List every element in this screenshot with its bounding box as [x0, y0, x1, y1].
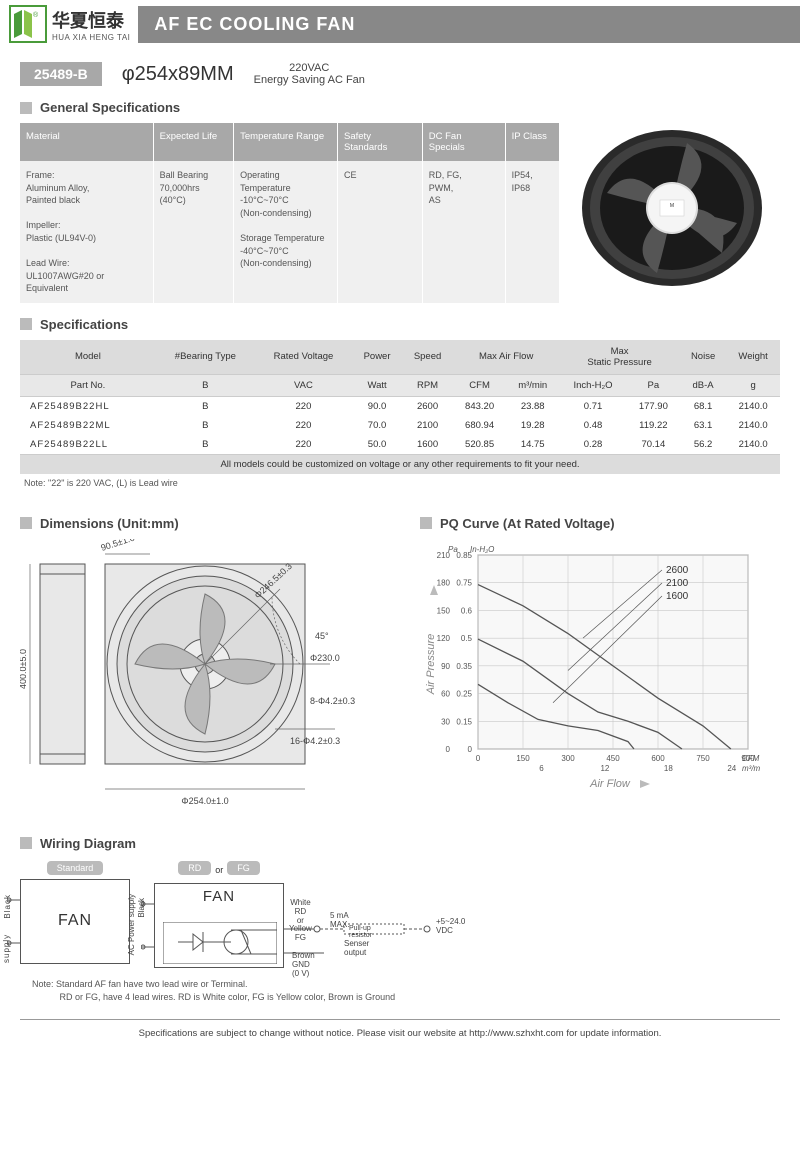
fan-box-rdfg: AC Power supply FAN	[154, 883, 284, 968]
square-icon	[20, 837, 32, 849]
gen-cell: RD, FG, PWM, AS	[422, 161, 505, 303]
svg-text:30: 30	[441, 717, 450, 726]
model-description: 220VAC Energy Saving AC Fan	[254, 62, 365, 86]
wiring-diagram: Standard AC Power supply FAN Black RD or…	[20, 861, 780, 968]
svg-text:6: 6	[539, 764, 544, 773]
svg-text:CFM: CFM	[742, 754, 760, 763]
svg-text:0: 0	[446, 745, 451, 754]
svg-text:150: 150	[516, 754, 530, 763]
svg-text:18: 18	[664, 764, 673, 773]
gen-header: Material	[20, 123, 153, 161]
svg-text:0.25: 0.25	[456, 690, 472, 699]
svg-text:In-H₂O: In-H₂O	[470, 545, 494, 554]
gen-cell: Frame: Aluminum Alloy, Painted black Imp…	[20, 161, 153, 303]
svg-text:60: 60	[441, 690, 450, 699]
gen-header: Safety Standards	[338, 123, 423, 161]
svg-text:24: 24	[727, 764, 736, 773]
svg-text:0: 0	[476, 754, 481, 763]
square-icon	[20, 318, 32, 330]
gen-header: Expected Life	[153, 123, 234, 161]
model-row: 25489-B φ254x89MM 220VAC Energy Saving A…	[20, 62, 780, 86]
svg-text:2100: 2100	[666, 578, 689, 589]
circuit-icon	[163, 922, 277, 964]
logo: ® 华夏恒泰 HUA XIA HENG TAI	[0, 0, 138, 48]
svg-text:16-Φ4.2±0.3: 16-Φ4.2±0.3	[290, 736, 340, 746]
general-spec-table: MaterialExpected LifeTemperature RangeSa…	[20, 123, 560, 303]
gen-header: IP Class	[505, 123, 559, 161]
gen-cell: Operating Temperature -10°C~70°C (Non-co…	[234, 161, 338, 303]
spec-footnote: Note: "22" is 220 VAC, (L) is Lead wire	[24, 478, 780, 488]
wiring-badge-fg: FG	[227, 861, 260, 875]
logo-icon: ®	[8, 4, 48, 44]
svg-text:12: 12	[600, 764, 609, 773]
svg-text:90.5±1.0: 90.5±1.0	[100, 539, 136, 553]
svg-text:450: 450	[606, 754, 620, 763]
square-icon	[420, 517, 432, 529]
svg-text:750: 750	[696, 754, 710, 763]
gen-cell: IP54, IP68	[505, 161, 559, 303]
gen-header: DC Fan Specials	[422, 123, 505, 161]
svg-text:0.15: 0.15	[456, 717, 472, 726]
dimensions-drawing: 90.5±1.0 400.0±5.0 Φ254.0±1.0 Φ246.5±0.3…	[20, 539, 370, 819]
section-pq: PQ Curve (At Rated Voltage)	[420, 516, 780, 531]
svg-text:M: M	[670, 203, 674, 209]
svg-text:600: 600	[651, 754, 665, 763]
square-icon	[20, 102, 32, 114]
svg-text:0.5: 0.5	[461, 634, 473, 643]
header: ® 华夏恒泰 HUA XIA HENG TAI AF EC COOLING FA…	[0, 0, 800, 48]
svg-text:150: 150	[437, 606, 451, 615]
fan-product-image: M	[572, 123, 772, 293]
svg-text:2600: 2600	[666, 565, 689, 576]
gen-cell: CE	[338, 161, 423, 303]
svg-text:Pa: Pa	[448, 545, 458, 554]
svg-text:Φ254.0±1.0: Φ254.0±1.0	[181, 796, 228, 806]
model-badge: 25489-B	[20, 62, 102, 86]
svg-text:0.6: 0.6	[461, 606, 473, 615]
svg-text:m³/min: m³/min	[742, 764, 760, 773]
svg-text:0.75: 0.75	[456, 579, 472, 588]
svg-text:120: 120	[437, 634, 451, 643]
fan-box-standard: AC Power supply FAN Black	[20, 879, 130, 964]
svg-text:0: 0	[468, 745, 473, 754]
svg-text:400.0±5.0: 400.0±5.0	[20, 649, 28, 689]
square-icon	[20, 517, 32, 529]
svg-text:180: 180	[437, 579, 451, 588]
svg-text:®: ®	[33, 11, 39, 19]
logo-en: HUA XIA HENG TAI	[52, 33, 130, 42]
section-dimensions: Dimensions (Unit:mm)	[20, 516, 390, 531]
model-dimension: φ254x89MM	[122, 63, 234, 86]
svg-text:90: 90	[441, 662, 450, 671]
spec-table: Model#Bearing TypeRated VoltagePowerSpee…	[20, 340, 780, 474]
logo-cn: 华夏恒泰	[52, 7, 130, 33]
svg-text:Air Pressure: Air Pressure	[425, 634, 437, 696]
svg-text:45°: 45°	[315, 631, 329, 641]
svg-text:Φ230.0: Φ230.0	[310, 653, 340, 663]
wiring-badge-standard: Standard	[47, 861, 104, 875]
gen-header: Temperature Range	[234, 123, 338, 161]
section-specs: Specifications	[20, 317, 780, 332]
svg-text:0.35: 0.35	[456, 662, 472, 671]
wiring-badge-rd: RD	[178, 861, 211, 875]
section-wiring: Wiring Diagram	[20, 836, 780, 851]
footer-note: Specifications are subject to change wit…	[20, 1019, 780, 1039]
svg-text:1600: 1600	[666, 591, 689, 602]
title-bar: AF EC COOLING FAN	[138, 6, 800, 43]
svg-text:8-Φ4.2±0.3: 8-Φ4.2±0.3	[310, 696, 355, 706]
gen-cell: Ball Bearing 70,000hrs (40°C)	[153, 161, 234, 303]
svg-text:300: 300	[561, 754, 575, 763]
svg-text:Air Flow: Air Flow	[589, 778, 631, 789]
section-general: General Specifications	[20, 100, 780, 115]
pq-chart: 00300.15600.25900.351200.51500.61800.752…	[420, 539, 760, 789]
